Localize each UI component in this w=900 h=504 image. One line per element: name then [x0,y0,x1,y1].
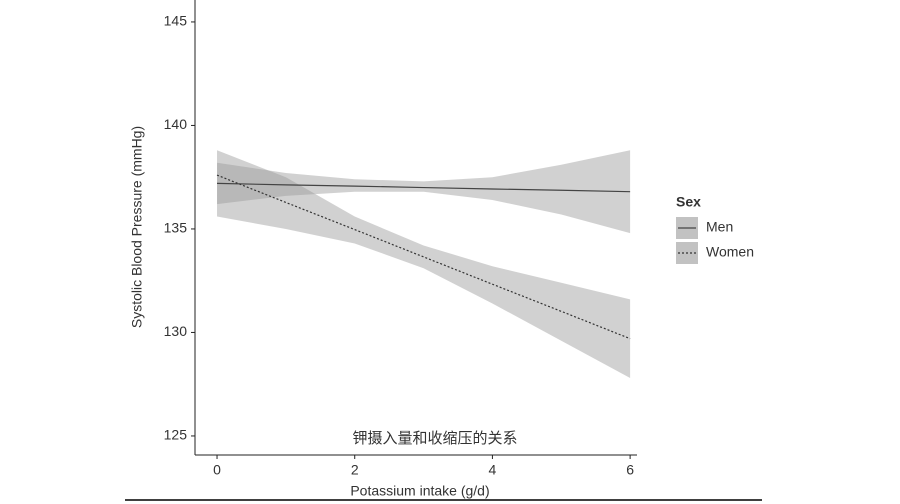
x-tick-label: 0 [213,462,221,478]
x-tick-label: 4 [489,462,497,478]
legend-label: Women [706,244,754,260]
y-tick-label: 135 [164,220,188,236]
legend-title: Sex [676,194,701,210]
y-axis-label: Systolic Blood Pressure (mmHg) [129,126,145,328]
y-tick-label: 130 [164,323,188,339]
trend-line [217,182,631,193]
y-tick-label: 140 [164,116,188,132]
x-axis-label: Potassium intake (g/d) [350,483,489,499]
legend-label: Men [706,219,733,235]
x-tick-label: 6 [626,462,634,478]
confidence-band [217,150,631,234]
y-tick-label: 145 [164,13,188,29]
annotation: 钾摄入量和收缩压的关系 [352,430,517,447]
confidence-band [217,150,631,378]
x-tick-label: 2 [351,462,359,478]
y-tick-label: 125 [164,427,188,443]
